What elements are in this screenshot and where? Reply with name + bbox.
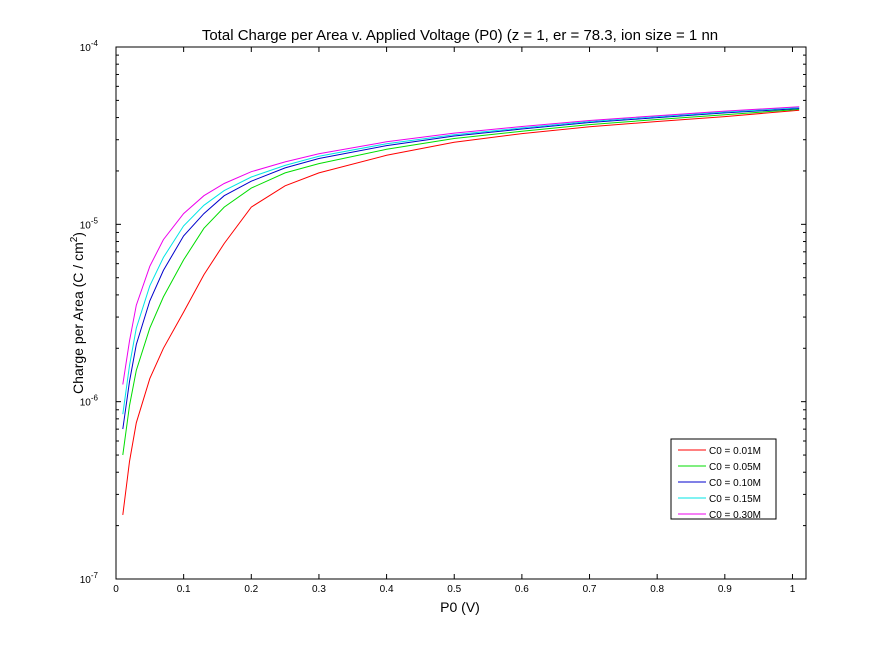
legend-box	[670, 438, 777, 520]
y-axis-label-main: Charge per Area (C / cm	[70, 242, 86, 394]
x-tick-label: 0	[113, 584, 119, 595]
x-tick-label: 0.1	[177, 584, 191, 595]
series-line	[122, 108, 800, 430]
y-tick-label: 10-7	[80, 571, 99, 586]
legend-label: C0 = 0.15M	[709, 494, 761, 505]
y-axis-label: Charge per Area (C / cm2)	[69, 232, 86, 394]
legend-label: C0 = 0.10M	[709, 478, 761, 489]
x-tick-label: 0.8	[650, 584, 664, 595]
series-lines	[122, 106, 800, 515]
x-tick-label: 1	[790, 584, 796, 595]
series-line	[122, 107, 800, 415]
series-line	[122, 109, 800, 515]
legend-label: C0 = 0.30M	[709, 510, 761, 521]
x-axis-label: P0 (V)	[440, 599, 480, 615]
x-tick-label: 0.4	[380, 584, 394, 595]
y-tick-label: 10-6	[80, 394, 99, 409]
legend-label: C0 = 0.05M	[709, 462, 761, 473]
y-tick-label: 10-4	[80, 39, 99, 54]
series-line	[122, 108, 800, 456]
y-axis-label-superscript: 2	[69, 236, 80, 242]
x-tick-label: 0.2	[244, 584, 258, 595]
ticks: 0 0.1 0.2 0.3 0.4 0.5 0.6 0.7 0.8 0.9 1 10-7 10-6 10-…	[80, 39, 806, 595]
y-tick-label: 10-5	[80, 216, 99, 231]
legend: C0 = 0.01M C0 = 0.05M C0 = 0.10M C0 = 0.15M…	[670, 438, 777, 521]
x-tick-label: 0.9	[718, 584, 732, 595]
x-tick-label: 0.5	[447, 584, 461, 595]
chart-title: Total Charge per Area v. Applied Voltage…	[202, 27, 718, 44]
series-line	[122, 106, 800, 385]
x-tick-label: 0.7	[583, 584, 597, 595]
legend-label: C0 = 0.01M	[709, 446, 761, 457]
y-axis-label-close: )	[70, 232, 86, 237]
x-tick-label: 0.3	[312, 584, 326, 595]
x-tick-label: 0.6	[515, 584, 529, 595]
